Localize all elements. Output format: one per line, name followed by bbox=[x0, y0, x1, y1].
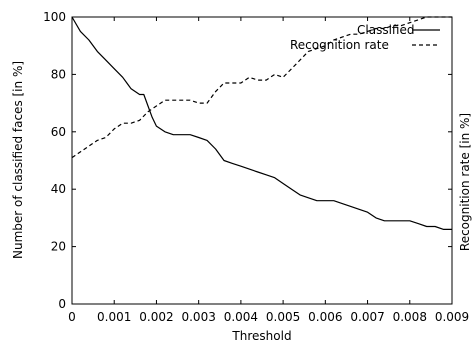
y-tick-label: 100 bbox=[43, 10, 66, 24]
x-tick-label: 0.003 bbox=[181, 310, 215, 324]
series-line-recognition-rate bbox=[71, 16, 452, 159]
series-layer bbox=[71, 16, 452, 230]
y-tick-label: 40 bbox=[51, 182, 66, 196]
y-tick-label: 80 bbox=[51, 67, 66, 81]
y-tick-label: 20 bbox=[51, 240, 66, 254]
series-line-classified bbox=[71, 16, 452, 230]
x-tick-label: 0.002 bbox=[139, 310, 173, 324]
x-tick-label: 0.007 bbox=[350, 310, 384, 324]
y-tick-label: 60 bbox=[51, 125, 66, 139]
x-axis-title: Threshold bbox=[231, 329, 291, 343]
x-tick-label: 0.001 bbox=[97, 310, 131, 324]
legend-label-recognition-rate: Recognition rate bbox=[290, 38, 389, 52]
x-tick-label: 0.006 bbox=[308, 310, 342, 324]
x-tick-label: 0 bbox=[68, 310, 76, 324]
y-axis-title: Number of classified faces [in %] bbox=[11, 61, 25, 259]
legend-label-classified: Classified bbox=[357, 23, 414, 37]
x-tick-label: 0.008 bbox=[393, 310, 427, 324]
legend: Classified Recognition rate bbox=[290, 23, 440, 52]
x-tick-label: 0.005 bbox=[266, 310, 300, 324]
plot-frame bbox=[71, 16, 453, 305]
x-tick-label: 0.004 bbox=[224, 310, 258, 324]
y2-axis-title: Recognition rate [in %] bbox=[458, 113, 472, 251]
y-tick-label: 0 bbox=[58, 297, 66, 311]
x-tick-label: 0.009 bbox=[435, 310, 469, 324]
x-axis: 0 0.001 0.002 0.003 0.004 0.005 0.006 0.007 0.00… bbox=[68, 17, 469, 324]
y-axis: 0 20 40 60 80 100 bbox=[43, 10, 452, 311]
